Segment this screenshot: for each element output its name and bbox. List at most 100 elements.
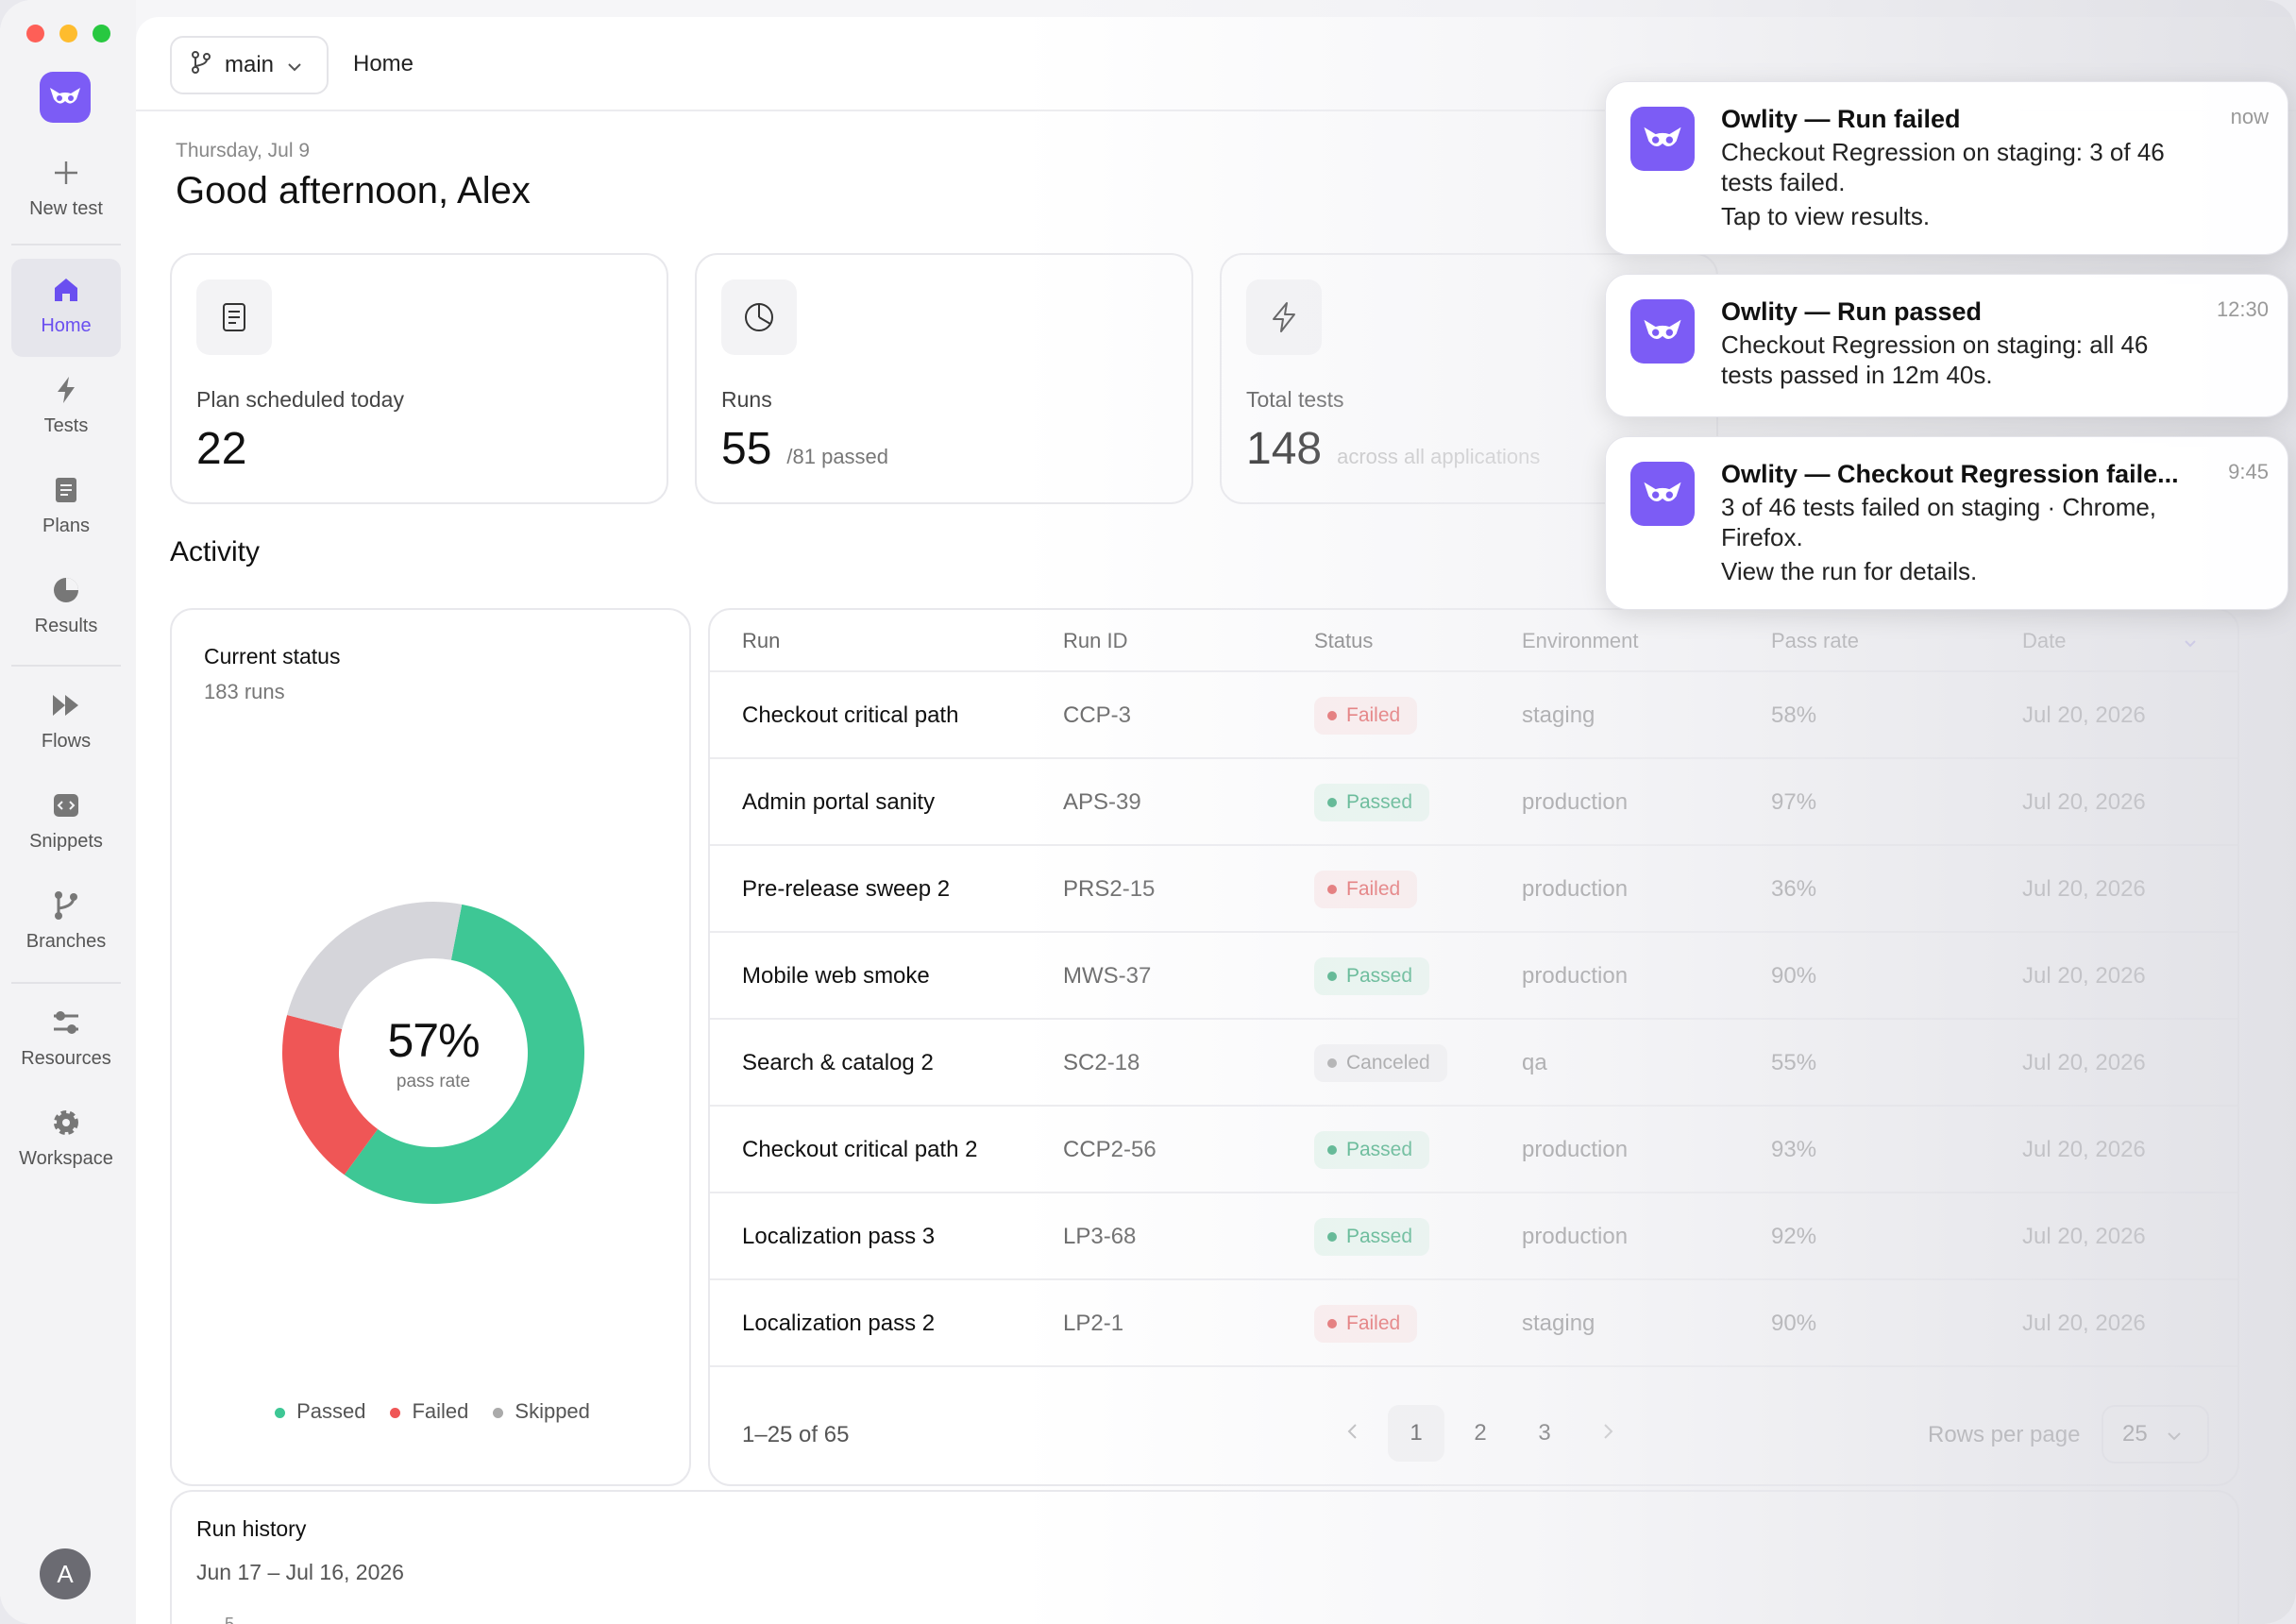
- stat-value: 148 across all applications: [1246, 424, 1541, 474]
- column-header-status[interactable]: Status: [1314, 629, 1374, 652]
- status-badge: Passed: [1314, 1218, 1430, 1256]
- pie-chart-icon: [721, 279, 797, 355]
- sort-icon[interactable]: [2183, 627, 2198, 655]
- prev-page-button[interactable]: [1324, 1405, 1380, 1462]
- sidebar-item-snippets[interactable]: Snippets: [11, 789, 121, 853]
- history-range[interactable]: Jun 17 – Jul 16, 2026: [196, 1560, 404, 1584]
- status-title: Current status: [204, 644, 341, 668]
- sidebar: New test Home Tests Plans Results Flows …: [0, 0, 136, 1624]
- notification-run-failed[interactable]: Owlity — Run failed Checkout Regression …: [1605, 81, 2288, 255]
- table-row[interactable]: Search & catalog 2 SC2-18 Canceled qa 55% Jul…: [710, 1020, 2237, 1107]
- sidebar-item-plans[interactable]: Plans: [11, 474, 121, 537]
- page-button[interactable]: 3: [1538, 1420, 1551, 1446]
- table-footer: 1–25 of 65 1 2 3 Rows per page 25: [710, 1379, 2237, 1484]
- history-title: Run history: [196, 1516, 307, 1541]
- run-id: PRS2-15: [1063, 876, 1156, 902]
- table-row[interactable]: Mobile web smoke MWS-37 Passed production 90…: [710, 933, 2237, 1020]
- chevron-down-icon: [287, 52, 302, 78]
- run-name: Pre-release sweep 2: [742, 876, 951, 902]
- sidebar-item-flows[interactable]: Flows: [11, 689, 121, 753]
- table-row[interactable]: Localization pass 3 LP3-68 Passed productio…: [710, 1193, 2237, 1280]
- status-badge: Failed: [1314, 697, 1418, 735]
- pass-rate-label: pass rate: [396, 1072, 471, 1091]
- branch-selector[interactable]: main: [170, 36, 329, 94]
- table-row[interactable]: Pre-release sweep 2 PRS2-15 Failed producti…: [710, 846, 2237, 933]
- plans-stat-card[interactable]: Plan scheduled today 22: [170, 253, 668, 504]
- column-header-run[interactable]: Run: [742, 629, 781, 652]
- notification-time: 9:45: [2228, 460, 2269, 483]
- notification-time: 12:30: [2216, 297, 2269, 321]
- notification-title: Owlity — Checkout Regression faile...: [1721, 460, 2179, 488]
- rows-per-page-select[interactable]: 25: [2102, 1405, 2209, 1463]
- legend-item-passed: Passed: [275, 1399, 365, 1424]
- branch-icon: [50, 889, 82, 922]
- page-button[interactable]: 2: [1474, 1420, 1487, 1446]
- table-row[interactable]: Checkout critical path 2 CCP2-56 Passed pro…: [710, 1107, 2237, 1193]
- owl-logo-icon[interactable]: [40, 72, 91, 123]
- run-id: CCP2-56: [1063, 1137, 1156, 1162]
- sidebar-item-results[interactable]: Results: [11, 574, 121, 637]
- table-row[interactable]: Admin portal sanity APS-39 Passed productio…: [710, 759, 2237, 846]
- donut-slice-passed: [344, 904, 584, 1204]
- run-name: Checkout critical path 2: [742, 1137, 978, 1162]
- document-icon: [50, 474, 82, 506]
- sidebar-item-workspace[interactable]: Workspace: [11, 1107, 121, 1170]
- pass-rate: 90%: [1771, 963, 1817, 989]
- table-row[interactable]: Localization pass 2 LP2-1 Failed staging 90%…: [710, 1280, 2237, 1367]
- run-date: Jul 20, 2026: [2022, 1311, 2146, 1336]
- sidebar-item-resources[interactable]: Resources: [11, 1007, 121, 1070]
- sliders-icon: [50, 1007, 82, 1039]
- bolt-icon: [1246, 279, 1322, 355]
- status-badge: Passed: [1314, 1131, 1430, 1169]
- sidebar-item-home[interactable]: Home: [11, 259, 121, 357]
- minimize-window-button[interactable]: [59, 25, 77, 42]
- fast-forward-icon: [50, 689, 82, 721]
- legend-item-skipped: Skipped: [493, 1399, 590, 1424]
- column-header-environment[interactable]: Environment: [1522, 629, 1639, 652]
- stat-sub: /81 passed: [786, 445, 889, 468]
- table-header: Run Run ID Status Environment Pass rate …: [710, 610, 2237, 672]
- bolt-icon: [50, 374, 82, 406]
- environment: qa: [1522, 1050, 1547, 1075]
- next-page-button[interactable]: [1580, 1405, 1637, 1462]
- notification-title: Owlity — Run failed: [1721, 105, 1961, 133]
- run-name: Mobile web smoke: [742, 963, 930, 989]
- status-badge: Failed: [1314, 1305, 1418, 1343]
- code-icon: [50, 789, 82, 821]
- table-row[interactable]: Checkout critical path CCP-3 Failed staging…: [710, 672, 2237, 759]
- window-controls: [26, 25, 110, 42]
- stat-label: Plan scheduled today: [196, 387, 404, 412]
- maximize-window-button[interactable]: [93, 25, 110, 42]
- close-window-button[interactable]: [26, 25, 44, 42]
- runs-stat-card[interactable]: Runs 55/81 passed: [695, 253, 1193, 504]
- run-date: Jul 20, 2026: [2022, 1050, 2146, 1075]
- y-axis-tick: 5: [225, 1615, 235, 1624]
- chart-legend: Passed Failed Skipped: [172, 1399, 693, 1424]
- run-history-card: Run history Jun 17 – Jul 16, 2026 5: [170, 1490, 2239, 1624]
- chevron-left-icon: [1346, 1420, 1358, 1446]
- sidebar-item-branches[interactable]: Branches: [11, 889, 121, 953]
- run-date: Jul 20, 2026: [2022, 702, 2146, 728]
- breadcrumb[interactable]: Home: [353, 51, 414, 76]
- run-name: Search & catalog 2: [742, 1050, 934, 1075]
- environment: production: [1522, 789, 1629, 815]
- run-name: Localization pass 2: [742, 1311, 936, 1336]
- run-id: SC2-18: [1063, 1050, 1140, 1075]
- avatar[interactable]: A: [40, 1548, 91, 1599]
- environment: production: [1522, 1137, 1629, 1162]
- notification-checkout-regression[interactable]: Owlity — Checkout Regression faile... 3 …: [1605, 436, 2288, 610]
- notification-title: Owlity — Run passed: [1721, 297, 1983, 326]
- column-header-date[interactable]: Date: [2022, 629, 2067, 652]
- stat-label: Runs: [721, 387, 772, 412]
- pagination: 1 2 3: [1324, 1405, 1637, 1462]
- column-header-run-id[interactable]: Run ID: [1063, 629, 1128, 652]
- sidebar-item-tests[interactable]: Tests: [11, 374, 121, 437]
- new-test-button[interactable]: New test: [11, 157, 121, 220]
- page-button[interactable]: 1: [1388, 1405, 1444, 1462]
- column-header-pass-rate[interactable]: Pass rate: [1771, 629, 1859, 652]
- sidebar-divider: [11, 982, 121, 984]
- stat-value: 22: [196, 424, 247, 474]
- stat-sub: across all applications: [1337, 445, 1541, 468]
- notification-run-passed[interactable]: Owlity — Run passed Checkout Regression …: [1605, 274, 2288, 417]
- environment: production: [1522, 1224, 1629, 1249]
